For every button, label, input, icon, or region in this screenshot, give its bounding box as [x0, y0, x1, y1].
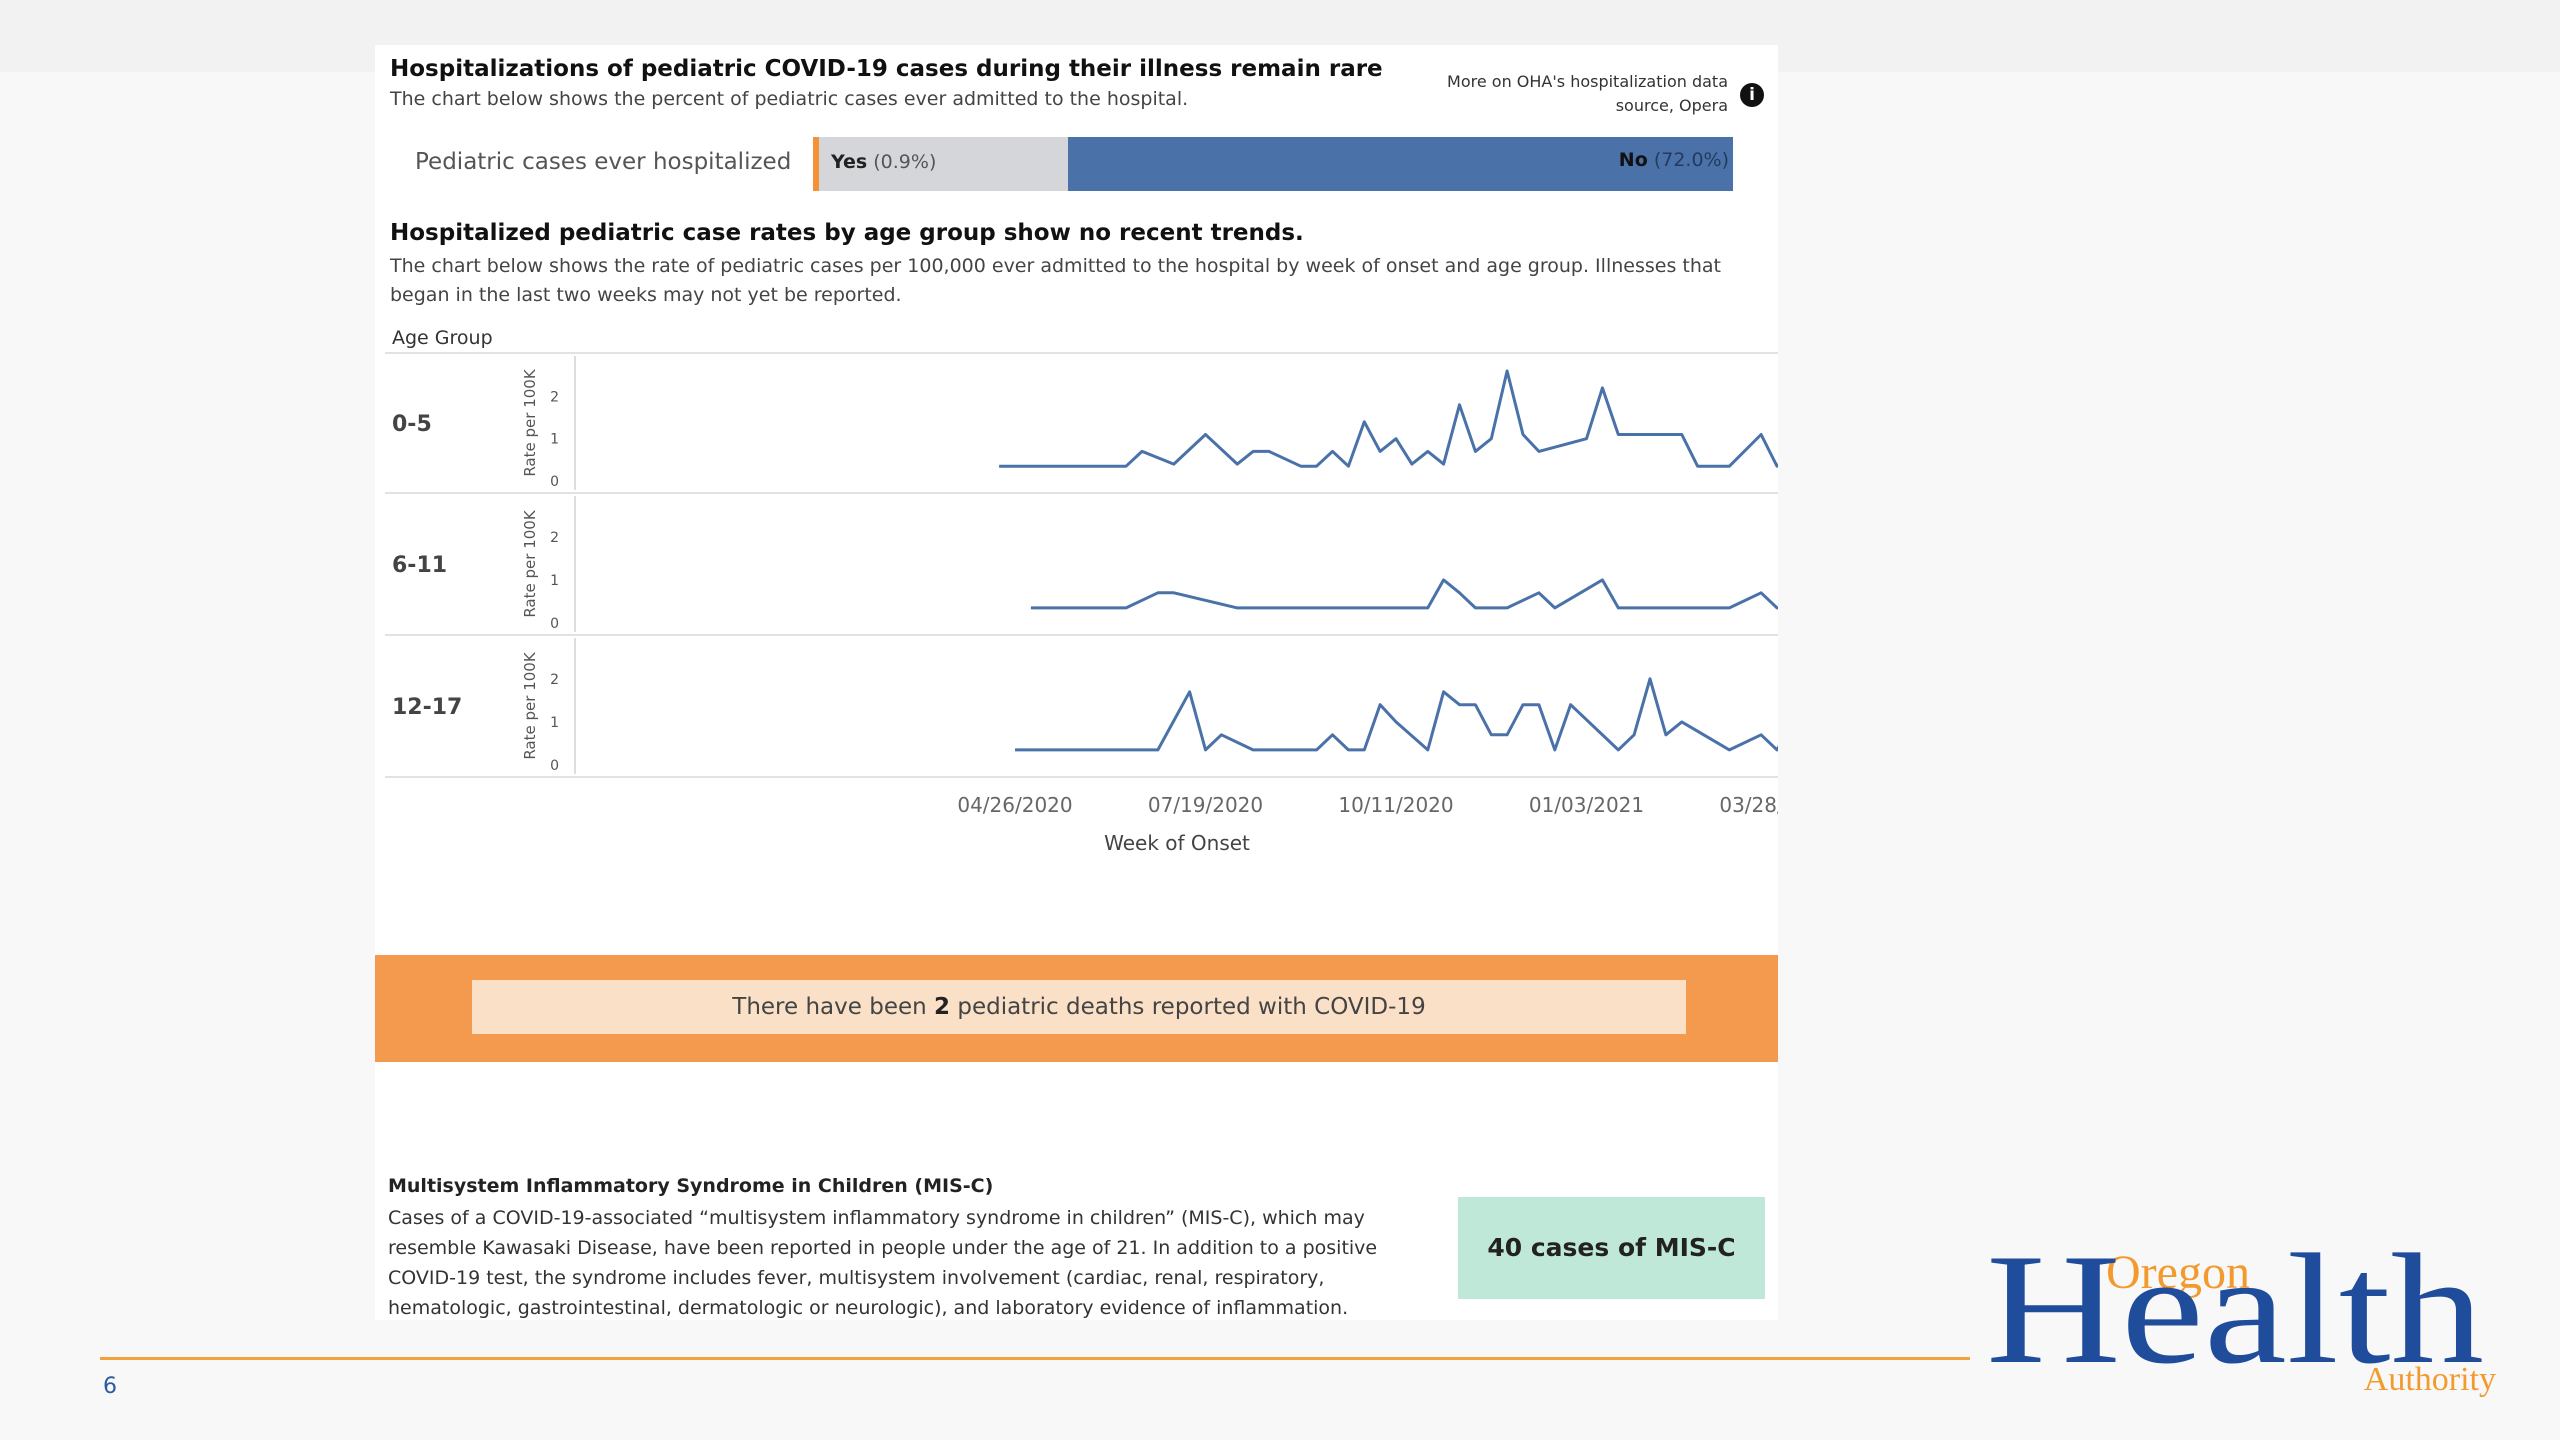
- deaths-count: 2: [934, 994, 951, 1020]
- hospitalization-title: Hospitalizations of pediatric COVID-19 c…: [390, 56, 1383, 82]
- info-icon[interactable]: i: [1740, 83, 1764, 107]
- misc-title: Multisystem Inflammatory Syndrome in Chi…: [388, 1175, 994, 1197]
- age-group-label: 12-17: [392, 695, 462, 720]
- x-tick-label: 10/11/2020: [1338, 793, 1453, 817]
- y-tick-label: 1: [550, 573, 559, 589]
- y-tick-label: 1: [550, 432, 559, 448]
- y-axis-title: Rate per 100K: [521, 368, 539, 476]
- series-line-12-17: [1015, 677, 1778, 752]
- deaths-message: There have been 2 pediatric deaths repor…: [472, 980, 1686, 1034]
- y-tick-label: 0: [550, 758, 559, 774]
- yes-label: Yes: [831, 151, 868, 173]
- no-label: No: [1618, 149, 1648, 171]
- y-tick-label: 0: [550, 474, 559, 490]
- bar-yes-label: Yes (0.9%): [831, 151, 936, 173]
- yes-value: (0.9%): [873, 151, 937, 173]
- no-value: (72.0%): [1653, 149, 1729, 171]
- y-tick-label: 2: [550, 389, 559, 405]
- page-number: 6: [103, 1374, 117, 1399]
- series-line-0-5: [999, 369, 1778, 468]
- dashboard-panel: Hospitalizations of pediatric COVID-19 c…: [375, 45, 1778, 1320]
- x-tick-label: 04/26/2020: [957, 793, 1072, 817]
- y-tick-label: 0: [550, 616, 559, 632]
- y-tick-label: 1: [550, 715, 559, 731]
- oha-logo: Oregon Health Authority: [1986, 1230, 2496, 1398]
- age-group-label: 6-11: [392, 553, 447, 578]
- bar-no-label: No (72.0%): [1619, 149, 1729, 171]
- y-axis-title: Rate per 100K: [521, 509, 539, 617]
- age-group-line-chart: Age Group 0-5 Rate per 100K 0 1 2 6-11 Rate per…: [385, 327, 1778, 855]
- misc-description: Cases of a COVID-19-associated “multisys…: [388, 1207, 1378, 1319]
- hospitalization-subtitle: The chart below shows the percent of ped…: [390, 88, 1189, 110]
- rates-description: The chart below shows the rate of pediat…: [390, 255, 1721, 306]
- misc-cases-count: 40 cases of MIS-C: [1458, 1197, 1765, 1299]
- age-group-header: Age Group: [392, 327, 493, 349]
- deaths-prefix: There have been: [732, 994, 935, 1020]
- bar-segment-yes[interactable]: Yes (0.9%): [813, 137, 1068, 191]
- x-tick-label: 07/19/2020: [1148, 793, 1263, 817]
- x-tick-label: 01/03/2021: [1529, 793, 1644, 817]
- hospitalized-bar: Yes (0.9%) No (72.0%): [813, 137, 1773, 191]
- logo-authority: Authority: [2364, 1361, 2496, 1398]
- bar-segment-no[interactable]: No (72.0%): [1068, 137, 1733, 191]
- footer-rule: [100, 1357, 1970, 1360]
- y-axis-title: Rate per 100K: [521, 651, 539, 759]
- rates-title: Hospitalized pediatric case rates by age…: [390, 220, 1304, 246]
- y-tick-label: 2: [550, 530, 559, 546]
- logo-oregon: Oregon: [2106, 1246, 2250, 1299]
- hospitalized-bar-label: Pediatric cases ever hospitalized: [415, 149, 792, 175]
- series-line-6-11: [1030, 578, 1778, 610]
- deaths-suffix: pediatric deaths reported with COVID-19: [950, 994, 1426, 1020]
- x-tick-label: 03/28/2021: [1719, 793, 1778, 817]
- data-source-link[interactable]: More on OHA's hospitalization data sourc…: [1447, 72, 1728, 115]
- age-group-label: 0-5: [392, 412, 432, 437]
- x-axis-title: Week of Onset: [1104, 831, 1250, 855]
- logo-health: Health: [1986, 1230, 2484, 1397]
- y-tick-label: 2: [550, 672, 559, 688]
